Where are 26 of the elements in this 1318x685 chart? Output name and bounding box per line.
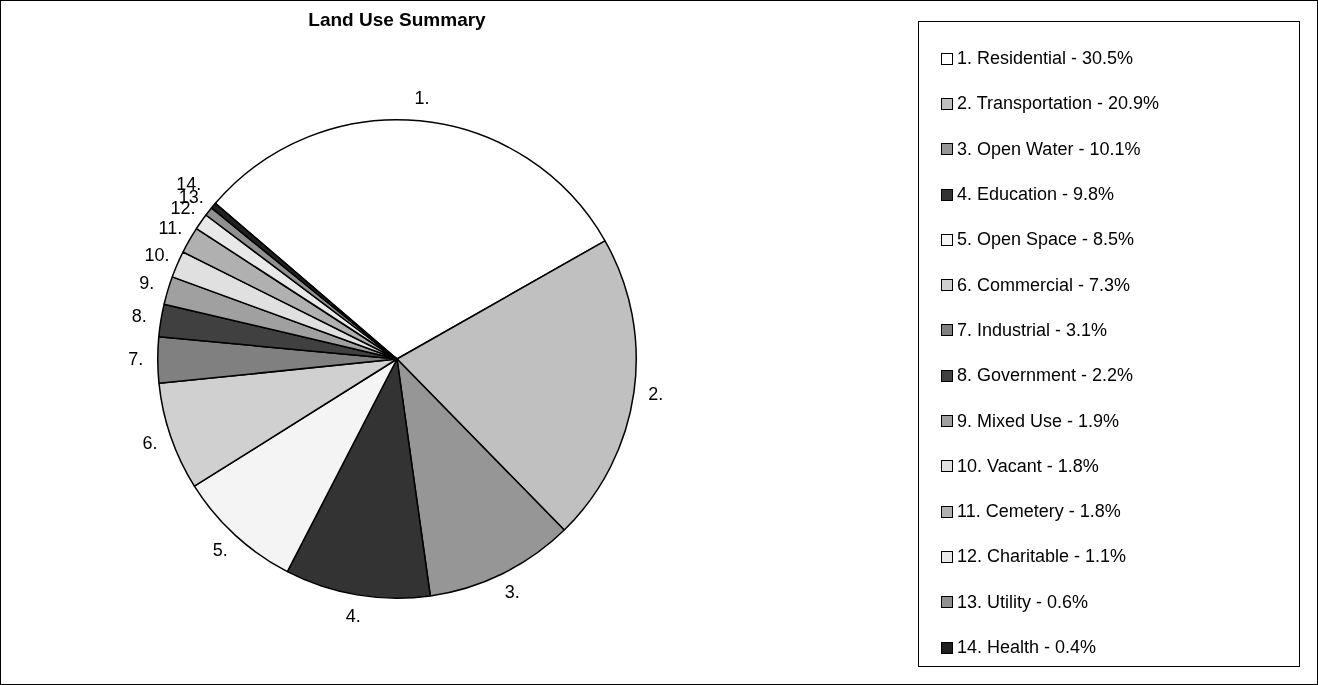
text: 10. — [144, 244, 170, 265]
legend-label: 4. Education - 9.8% — [957, 184, 1115, 206]
legend-label: 1. Residential - 30.5% — [957, 48, 1134, 70]
legend-label: 9. Mixed Use - 1.9% — [957, 410, 1120, 432]
text: 9. — [139, 273, 155, 294]
legend-label: 8. Government - 2.2% — [957, 365, 1134, 387]
legend-label: 12. Charitable - 1.1% — [957, 546, 1127, 568]
legend-label: 5. Open Space - 8.5% — [957, 229, 1135, 251]
legend-label: 13. Utility - 0.6% — [957, 591, 1089, 613]
text: 1. — [414, 87, 430, 108]
text: 8. — [131, 305, 147, 326]
text: 11. — [158, 218, 183, 239]
legend-label: 6. Commercial - 7.3% — [957, 274, 1131, 296]
text: 3. — [504, 582, 520, 603]
text: 4. — [345, 605, 361, 626]
text: 7. — [128, 349, 144, 370]
text: 2. — [648, 384, 664, 405]
legend-label: 7. Industrial - 3.1% — [957, 319, 1108, 341]
text: 6. — [142, 432, 158, 453]
legend-label: 10. Vacant - 1.8% — [957, 455, 1099, 477]
legend-label: 2. Transportation - 20.9% — [957, 93, 1160, 115]
legend-label: 14. Health - 0.4% — [957, 637, 1097, 658]
chart-title: Land Use Summary — [307, 9, 487, 31]
legend-label: 11. Cemetery - 1.8% — [957, 501, 1121, 523]
legend-label: 3. Open Water - 10.1% — [957, 138, 1141, 160]
text: 5. — [212, 540, 228, 561]
